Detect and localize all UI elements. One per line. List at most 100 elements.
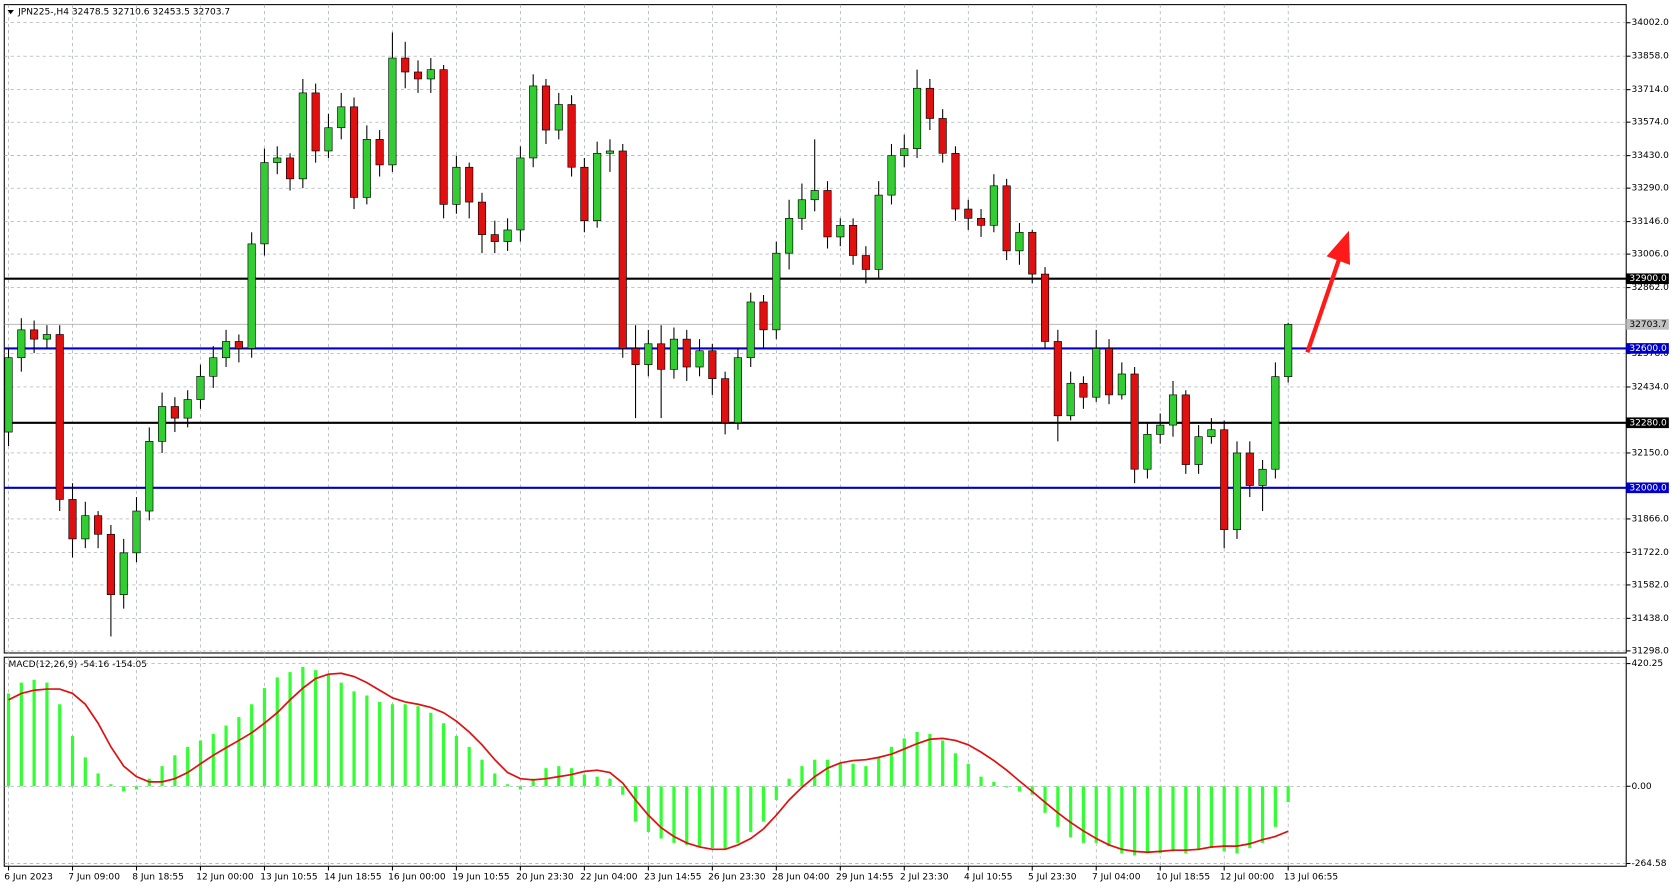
candle-body (951, 152, 960, 210)
current-price-bg (1626, 319, 1669, 330)
level-label: 32000.0 (1629, 483, 1667, 493)
candle-body (477, 201, 487, 235)
candle-body (861, 255, 870, 270)
candle-body (349, 106, 359, 198)
y-tick-label: 31438.0 (1632, 614, 1670, 624)
candle-body (1181, 394, 1190, 465)
level-label-bg (1626, 482, 1669, 494)
y-tick-label: 34002.0 (1632, 18, 1670, 28)
candle-body (1066, 382, 1075, 417)
candle-body (977, 218, 986, 226)
x-tick-label: 16 Jun 00:00 (388, 872, 446, 882)
candle-body (158, 406, 167, 442)
x-tick-label: 22 Jun 04:00 (580, 872, 638, 882)
y-tick-label: 32578.0 (1632, 349, 1670, 359)
candle-body (183, 399, 192, 419)
candle-body (669, 338, 678, 370)
candle-body (836, 224, 845, 238)
x-tick-label: 19 Jun 10:55 (452, 872, 509, 882)
y-tick-label: 33430.0 (1632, 151, 1670, 161)
candle-body (490, 234, 499, 242)
y-tick-label: 33006.0 (1632, 250, 1670, 260)
candle-body (580, 166, 589, 221)
candle-body (1168, 394, 1178, 426)
candle-body (55, 334, 64, 500)
candle-body (273, 157, 282, 163)
x-tick-label: 5 Jul 23:30 (1028, 872, 1077, 882)
x-tick-label: 23 Jun 14:55 (644, 872, 701, 882)
candle-body (964, 208, 973, 219)
candle-body (759, 301, 768, 331)
candle-body (1245, 452, 1254, 486)
x-tick-label: 10 Jul 18:55 (1156, 872, 1210, 882)
candle-body (30, 329, 39, 340)
x-tick-label: 12 Jun 00:00 (196, 872, 254, 882)
candle-body (94, 515, 103, 535)
signal-line (8, 672, 1289, 854)
candle-body (516, 157, 525, 231)
candle-body (631, 348, 640, 366)
x-tick-label: 13 Jun 10:55 (260, 872, 317, 882)
candle-body (1232, 452, 1242, 530)
candle-body (721, 378, 730, 424)
candle-body (1040, 273, 1050, 342)
y-tick-label: 32434.0 (1632, 382, 1670, 392)
candle-body (298, 92, 307, 180)
candle-body (618, 150, 627, 349)
x-tick-label: 20 Jun 23:30 (516, 872, 574, 882)
menu-triangle[interactable] (7, 9, 14, 15)
candle-body (426, 69, 435, 80)
candle-body (746, 301, 755, 359)
candle-body (797, 199, 806, 219)
candle-body (145, 441, 154, 512)
candle-body (362, 139, 371, 198)
candle-body (286, 157, 295, 180)
y-tick-label: 31298.0 (1632, 646, 1670, 656)
candle-body (785, 218, 794, 254)
x-tick-label: 8 Jun 18:55 (132, 872, 184, 882)
candle-body (900, 148, 909, 156)
candle-body (209, 357, 218, 377)
candle-body (196, 375, 205, 400)
candle-body (4, 357, 13, 433)
candle-body (733, 357, 742, 424)
candle-body (1156, 424, 1165, 435)
x-tick-label: 6 Jun 2023 (4, 872, 53, 882)
candle-body (1104, 348, 1114, 396)
level-label-bg (1626, 417, 1669, 429)
y-tick-label: 420.25 (1632, 659, 1664, 669)
candle-body (170, 406, 179, 419)
candle-body (503, 229, 512, 242)
level-label-bg (1626, 273, 1669, 285)
y-tick-label: -264.58 (1632, 859, 1667, 869)
candle-body (439, 69, 448, 205)
candle-body (1194, 436, 1203, 465)
candle-body (1258, 468, 1267, 486)
candle-body (989, 185, 998, 226)
candle-body (1284, 324, 1293, 377)
x-tick-label: 28 Jun 04:00 (772, 872, 830, 882)
y-tick-label: 31722.0 (1632, 548, 1670, 558)
candle-body (529, 85, 538, 159)
x-tick-label: 2 Jul 23:30 (900, 872, 949, 882)
candle-body (234, 341, 243, 349)
annotation-arrow (1305, 257, 1342, 353)
current-price-label: 32703.7 (1629, 320, 1666, 330)
candle-body (772, 252, 781, 331)
candle-body (682, 338, 691, 368)
candle-body (413, 71, 423, 80)
candle-body (1117, 373, 1126, 396)
candle-body (887, 155, 896, 196)
chart-title: JPN225-,H4 32478.5 32710.6 32453.5 32703… (17, 8, 230, 18)
candle-body (823, 190, 832, 238)
candle-body (1092, 348, 1101, 398)
candle-body (68, 499, 77, 540)
x-tick-label: 13 Jul 06:55 (1284, 872, 1338, 882)
candle-body (42, 334, 51, 340)
candle-body (1079, 382, 1088, 398)
x-tick-label: 26 Jun 23:30 (708, 872, 766, 882)
level-label: 32280.0 (1629, 418, 1667, 428)
candle-body (605, 150, 615, 154)
y-tick-label: 33714.0 (1632, 85, 1670, 95)
y-tick-label: 32862.0 (1632, 283, 1670, 293)
